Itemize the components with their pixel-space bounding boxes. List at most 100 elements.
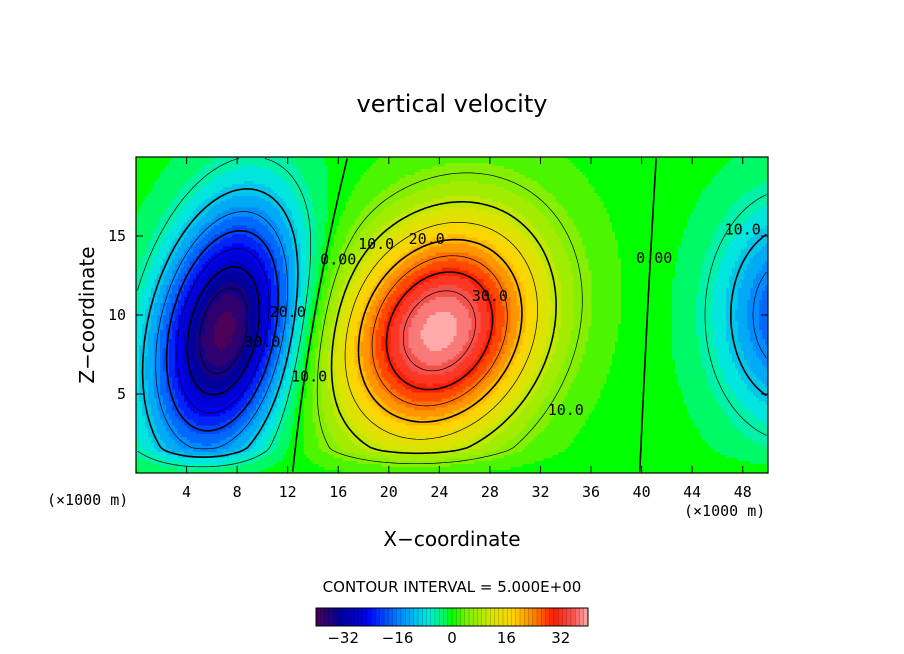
colorbar-swatch xyxy=(494,608,500,626)
colorbar-swatch xyxy=(418,608,423,626)
contour-label: 0.00 xyxy=(320,251,356,269)
colorbar-swatch xyxy=(562,608,568,626)
contour-label: 20.0 xyxy=(409,230,445,248)
contour-label: 30.0 xyxy=(244,333,280,351)
chart-title: vertical velocity xyxy=(357,90,548,118)
contour-line--35 xyxy=(199,287,249,374)
colorbar-swatch xyxy=(549,608,555,626)
colorbar-swatch xyxy=(558,608,563,626)
contour-line-5 xyxy=(316,172,583,465)
x-tick-label: 24 xyxy=(430,483,448,501)
y-tick-label: 10 xyxy=(108,306,126,324)
x-tick-label: 20 xyxy=(380,483,398,501)
contour-line-10 xyxy=(330,201,557,455)
contour-line-20 xyxy=(357,238,523,423)
contour-line--30 xyxy=(186,266,261,396)
contour-line-35 xyxy=(402,290,476,372)
colorbar-swatch xyxy=(316,608,321,626)
colorbar-swatch xyxy=(350,608,355,626)
colorbar-swatch xyxy=(532,608,538,626)
contour-label: 10.0 xyxy=(725,221,761,239)
colorbar-swatch xyxy=(554,608,559,626)
colorbar-swatch xyxy=(583,608,589,626)
colorbar-swatch xyxy=(384,608,389,626)
colorbar-swatch xyxy=(320,608,325,626)
y-tick-label: 5 xyxy=(117,385,126,403)
y-tick-label: 15 xyxy=(108,227,126,245)
x-axis-unit-left: (×1000 m) xyxy=(47,491,128,509)
x-tick-label: 16 xyxy=(329,483,347,501)
contour-label: 30.0 xyxy=(472,287,508,305)
contour-interval-label: CONTOUR INTERVAL = 5.000E+00 xyxy=(323,578,582,596)
x-tick-label: 44 xyxy=(683,483,701,501)
colorbar-swatch xyxy=(405,608,410,626)
colorbar-swatch xyxy=(375,608,381,626)
colorbar-swatch xyxy=(337,608,342,626)
colorbar-swatch xyxy=(409,608,415,626)
colorbar-swatch xyxy=(388,608,393,626)
colorbar-swatch xyxy=(358,608,364,626)
x-tick-label: 36 xyxy=(582,483,600,501)
colorbar-tick-label: −32 xyxy=(327,629,359,647)
colorbar-swatch xyxy=(371,608,376,626)
x-tick-label: 40 xyxy=(633,483,651,501)
colorbar-swatch xyxy=(426,608,432,626)
x-tick-label: 12 xyxy=(279,483,297,501)
colorbar-swatch xyxy=(354,608,359,626)
colorbar-swatch xyxy=(367,608,372,626)
contour-line--5 xyxy=(137,158,767,468)
colorbar-swatch xyxy=(486,608,491,626)
contour-line--15 xyxy=(155,211,767,450)
colorbar-swatch xyxy=(503,608,508,626)
contour-label: 10.0 xyxy=(548,401,584,419)
colorbar-swatch xyxy=(379,608,385,626)
colorbar-swatch xyxy=(341,608,347,626)
colorbar-swatch xyxy=(490,608,495,626)
colorbar-swatch xyxy=(439,608,444,626)
colorbar-swatch xyxy=(324,608,330,626)
colorbar-swatch xyxy=(328,608,334,626)
colorbar-swatch xyxy=(443,608,449,626)
contour-label: 10.0 xyxy=(291,368,327,386)
plot-area xyxy=(135,156,769,474)
colorbar-swatch xyxy=(401,608,406,626)
contour-label: 10.0 xyxy=(358,235,394,253)
colorbar-tick-label: −16 xyxy=(382,629,414,647)
x-tick-label: 8 xyxy=(233,483,242,501)
colorbar: −32 −16 0 16 32 xyxy=(315,607,589,647)
colorbar-swatch xyxy=(545,608,551,626)
colorbar-swatch xyxy=(579,608,585,626)
colorbar-swatch xyxy=(473,608,478,626)
y-axis-title: Z−coordinate xyxy=(75,246,99,383)
colorbar-swatch xyxy=(345,608,351,626)
contour-label: 20.0 xyxy=(270,303,306,321)
velocity-field xyxy=(136,157,768,473)
y-axis: 5 10 15 xyxy=(108,227,768,403)
x-axis-title: X−coordinate xyxy=(383,527,520,551)
colorbar-swatch xyxy=(515,608,521,626)
contour-lines xyxy=(137,158,767,472)
colorbar-tick-label: 0 xyxy=(447,629,457,647)
colorbar-swatch xyxy=(537,608,542,626)
colorbar-swatch xyxy=(566,608,572,626)
contour-line-30 xyxy=(385,271,494,391)
x-tick-label: 4 xyxy=(182,483,191,501)
contour-line-25 xyxy=(371,255,508,407)
colorbar-swatch xyxy=(469,608,474,626)
colorbar-swatch xyxy=(435,608,440,626)
colorbar-swatch xyxy=(460,608,466,626)
colorbar-swatch xyxy=(520,608,525,626)
contour-line-0 xyxy=(291,158,657,472)
colorbar-swatch xyxy=(464,608,470,626)
contour-label: 0.00 xyxy=(636,249,672,267)
colorbar-swatch xyxy=(507,608,512,626)
contour-line--20 xyxy=(165,229,279,432)
contour-line--25 xyxy=(176,248,270,414)
colorbar-swatch xyxy=(541,608,546,626)
colorbar-swatch xyxy=(333,608,338,626)
x-tick-label: 28 xyxy=(481,483,499,501)
contour-line-15 xyxy=(344,221,538,440)
colorbar-swatch xyxy=(430,608,436,626)
